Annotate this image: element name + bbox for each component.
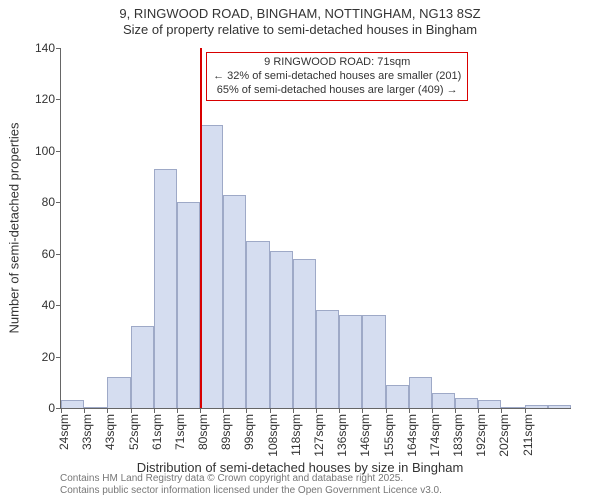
x-tick-label: 155sqm xyxy=(382,414,396,457)
x-tick-mark xyxy=(386,408,387,413)
histogram-bar xyxy=(339,315,362,408)
x-tick-label: 24sqm xyxy=(57,414,71,450)
x-tick-mark xyxy=(501,408,502,413)
x-tick-label: 99sqm xyxy=(242,414,256,450)
x-tick-label: 146sqm xyxy=(358,414,372,457)
x-tick-mark xyxy=(362,408,363,413)
callout-line: 65% of semi-detached houses are larger (… xyxy=(213,84,461,98)
callout-box: 9 RINGWOOD ROAD: 71sqm← 32% of semi-deta… xyxy=(206,52,468,101)
callout-line: 9 RINGWOOD ROAD: 71sqm xyxy=(213,56,461,70)
attribution-line-1: Contains HM Land Registry data © Crown c… xyxy=(60,473,442,485)
x-tick-label: 89sqm xyxy=(219,414,233,450)
y-tick-mark xyxy=(56,202,61,203)
chart-title: 9, RINGWOOD ROAD, BINGHAM, NOTTINGHAM, N… xyxy=(0,6,600,39)
histogram-bar xyxy=(432,393,455,408)
x-tick-label: 211sqm xyxy=(521,414,535,456)
histogram-bar xyxy=(270,251,293,408)
x-tick-label: 43sqm xyxy=(103,414,117,450)
x-tick-label: 52sqm xyxy=(127,414,141,450)
x-tick-label: 127sqm xyxy=(312,414,326,457)
histogram-bar xyxy=(409,377,432,408)
x-tick-mark xyxy=(432,408,433,413)
x-tick-mark xyxy=(131,408,132,413)
plot-area: 02040608010012014024sqm33sqm43sqm52sqm61… xyxy=(60,48,571,409)
x-tick-mark xyxy=(293,408,294,413)
x-tick-label: 108sqm xyxy=(266,414,280,457)
x-tick-mark xyxy=(409,408,410,413)
histogram-bar xyxy=(548,405,571,408)
histogram-bar xyxy=(246,241,269,408)
x-tick-mark xyxy=(154,408,155,413)
y-tick-mark xyxy=(56,99,61,100)
histogram-bar xyxy=(501,407,524,408)
y-tick-mark xyxy=(56,357,61,358)
x-tick-label: 80sqm xyxy=(196,414,210,450)
x-tick-mark xyxy=(339,408,340,413)
histogram-bar xyxy=(293,259,316,408)
x-tick-label: 33sqm xyxy=(80,414,94,450)
x-tick-mark xyxy=(61,408,62,413)
x-tick-label: 192sqm xyxy=(474,414,488,457)
histogram-bar xyxy=(107,377,130,408)
histogram-bar xyxy=(154,169,177,408)
y-tick-mark xyxy=(56,254,61,255)
x-tick-mark xyxy=(478,408,479,413)
histogram-bar xyxy=(84,407,107,408)
reference-line xyxy=(200,48,202,408)
histogram-bar xyxy=(61,400,84,408)
x-tick-label: 174sqm xyxy=(428,414,442,457)
attribution: Contains HM Land Registry data © Crown c… xyxy=(60,473,442,497)
x-tick-label: 61sqm xyxy=(150,414,164,450)
x-tick-mark xyxy=(246,408,247,413)
x-tick-label: 136sqm xyxy=(335,414,349,457)
x-tick-label: 118sqm xyxy=(289,414,303,456)
title-line-1: 9, RINGWOOD ROAD, BINGHAM, NOTTINGHAM, N… xyxy=(0,6,600,22)
histogram-bar xyxy=(455,398,478,408)
x-tick-mark xyxy=(525,408,526,413)
histogram-bar xyxy=(386,385,409,408)
x-tick-mark xyxy=(84,408,85,413)
title-line-2: Size of property relative to semi-detach… xyxy=(0,22,600,38)
y-tick-mark xyxy=(56,48,61,49)
x-tick-mark xyxy=(177,408,178,413)
chart-container: { "title": { "line1": "9, RINGWOOD ROAD,… xyxy=(0,0,600,500)
histogram-bar xyxy=(177,202,200,408)
histogram-bar xyxy=(131,326,154,408)
x-tick-label: 183sqm xyxy=(451,414,465,457)
attribution-line-2: Contains public sector information licen… xyxy=(60,485,442,497)
histogram-bar xyxy=(316,310,339,408)
histogram-bar xyxy=(362,315,385,408)
x-tick-mark xyxy=(107,408,108,413)
histogram-bar xyxy=(525,405,548,408)
x-tick-mark xyxy=(223,408,224,413)
x-tick-mark xyxy=(316,408,317,413)
y-axis-label: Number of semi-detached properties xyxy=(7,123,22,334)
histogram-bar xyxy=(478,400,501,408)
x-tick-label: 164sqm xyxy=(405,414,419,457)
x-tick-mark xyxy=(455,408,456,413)
y-tick-mark xyxy=(56,151,61,152)
x-tick-label: 71sqm xyxy=(173,414,187,450)
y-tick-mark xyxy=(56,305,61,306)
callout-line: ← 32% of semi-detached houses are smalle… xyxy=(213,70,461,84)
x-tick-label: 202sqm xyxy=(497,414,511,457)
histogram-bar xyxy=(223,195,246,408)
x-tick-mark xyxy=(200,408,201,413)
histogram-bar xyxy=(200,125,223,408)
x-tick-mark xyxy=(270,408,271,413)
